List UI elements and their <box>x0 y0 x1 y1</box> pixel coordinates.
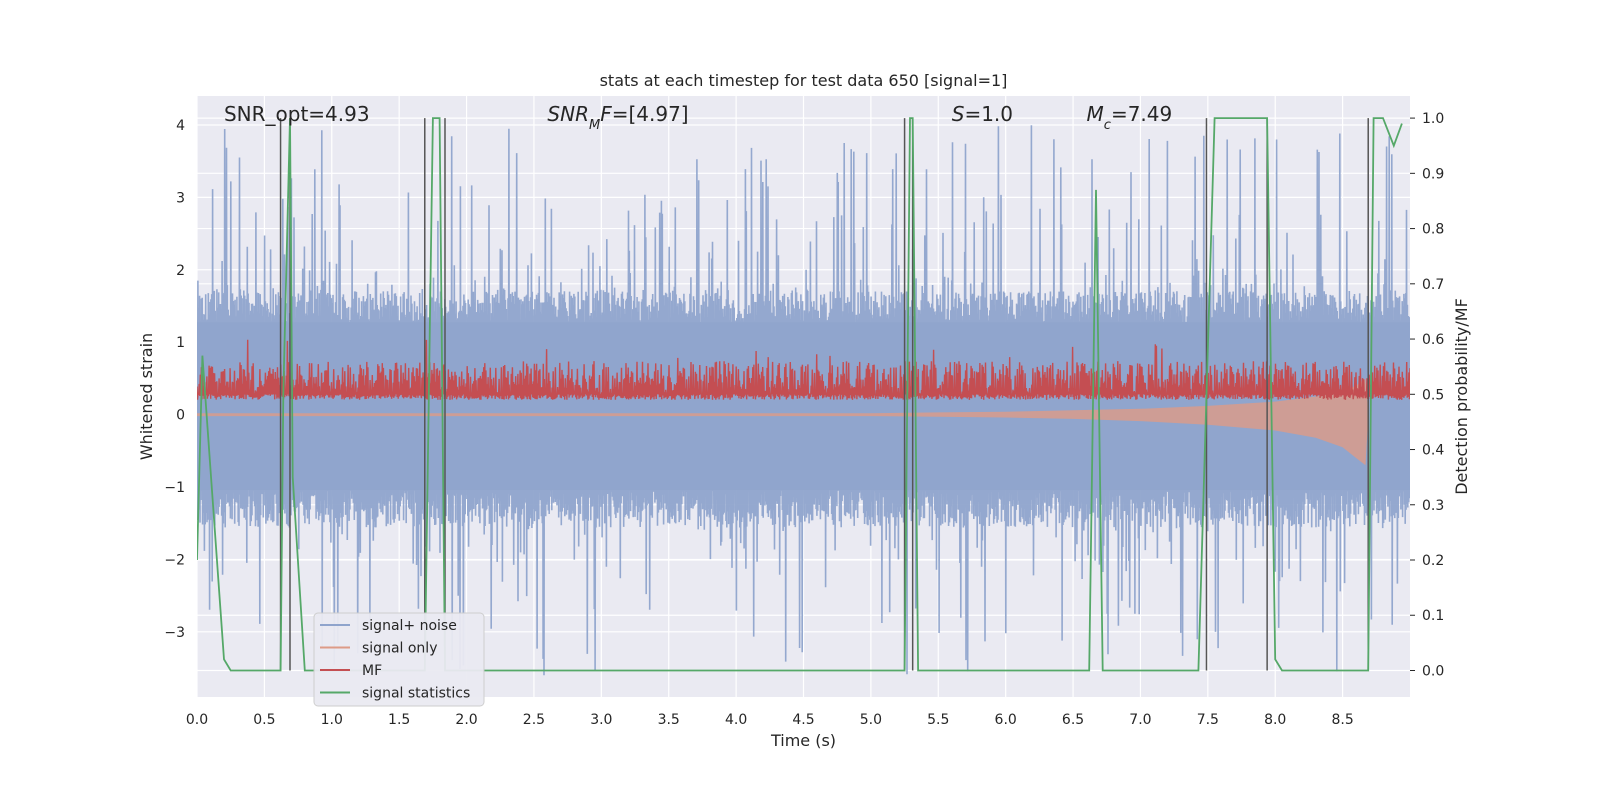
y-axis-right: 0.0 0.1 0.2 0.3 0.4 0.5 0.6 0.7 0.8 0.9 1.0 <box>1410 111 1444 679</box>
y-tick-label: 4 <box>176 118 185 134</box>
annotation: S=1.0 <box>952 102 1013 126</box>
x-tick-label: 2.0 <box>455 712 477 728</box>
y-right-tick-label: 0.2 <box>1422 553 1444 569</box>
y-right-tick-label: 1.0 <box>1422 111 1444 127</box>
y-right-tick-label: 0.1 <box>1422 608 1444 624</box>
y-axis-label: Whitened strain <box>137 333 156 460</box>
y-right-tick-label: 0.8 <box>1422 222 1444 238</box>
x-axis: 0.0 0.5 1.0 1.5 2.0 2.5 3.0 3.5 4.0 4.5 5.0 5.5 6.0 6… <box>186 712 1354 728</box>
x-tick-label: 0.5 <box>253 712 275 728</box>
annotation: SNRMF=[4.97] <box>547 102 688 133</box>
series-mf <box>197 339 1410 400</box>
y-right-tick-label: 0.3 <box>1422 498 1444 514</box>
x-tick-label: 3.0 <box>590 712 612 728</box>
x-tick-label: 4.5 <box>792 712 814 728</box>
y-right-tick-label: 0.4 <box>1422 443 1444 459</box>
y-right-tick-label: 0.6 <box>1422 332 1444 348</box>
annotation: Mc=7.49 <box>1087 102 1173 133</box>
x-tick-label: 6.0 <box>995 712 1017 728</box>
y-right-tick-label: 0.5 <box>1422 387 1444 403</box>
x-tick-label: 2.5 <box>523 712 545 728</box>
x-tick-label: 5.0 <box>860 712 882 728</box>
y-right-tick-label: 0.9 <box>1422 166 1444 182</box>
x-tick-label: 4.0 <box>725 712 747 728</box>
y-axis-right-label: Detection probability/MF <box>1452 298 1471 495</box>
y-right-tick-label: 0.0 <box>1422 663 1444 679</box>
x-tick-label: 8.0 <box>1264 712 1286 728</box>
x-axis-label: Time (s) <box>770 731 836 750</box>
chart-title: stats at each timestep for test data 650… <box>600 71 1008 90</box>
x-tick-label: 5.5 <box>927 712 949 728</box>
x-tick-label: 1.0 <box>321 712 343 728</box>
legend-label: signal+ noise <box>362 618 457 634</box>
legend-box <box>313 612 485 707</box>
y-tick-label: −2 <box>164 552 185 568</box>
y-tick-label: 2 <box>176 263 185 279</box>
legend: signal+ noise signal only MF signal statist… <box>313 612 485 707</box>
annotations: SNR_opt=4.93 SNRMF=[4.97] S=1.0 Mc=7.49 <box>224 102 1172 133</box>
y-tick-label: −3 <box>164 625 185 641</box>
y-axis-left: −3 −2 −1 0 1 2 3 4 <box>164 118 185 641</box>
y-right-tick-label: 0.7 <box>1422 277 1444 293</box>
x-tick-label: 1.5 <box>388 712 410 728</box>
y-tick-label: 3 <box>176 190 185 206</box>
x-tick-label: 6.5 <box>1062 712 1084 728</box>
y-tick-label: −1 <box>164 480 185 496</box>
legend-label: MF <box>362 663 382 679</box>
x-tick-label: 7.5 <box>1197 712 1219 728</box>
annotation: SNR_opt=4.93 <box>224 102 370 126</box>
stats-layer <box>197 117 1403 672</box>
y-tick-label: 0 <box>176 408 185 424</box>
legend-label: signal only <box>362 641 437 657</box>
y-tick-label: 1 <box>176 335 185 351</box>
x-tick-label: 7.0 <box>1129 712 1151 728</box>
x-tick-label: 8.5 <box>1331 712 1353 728</box>
x-tick-label: 3.5 <box>658 712 680 728</box>
x-tick-label: 0.0 <box>186 712 208 728</box>
legend-label: signal statistics <box>362 686 470 702</box>
series-signal-statistics <box>197 117 1403 672</box>
